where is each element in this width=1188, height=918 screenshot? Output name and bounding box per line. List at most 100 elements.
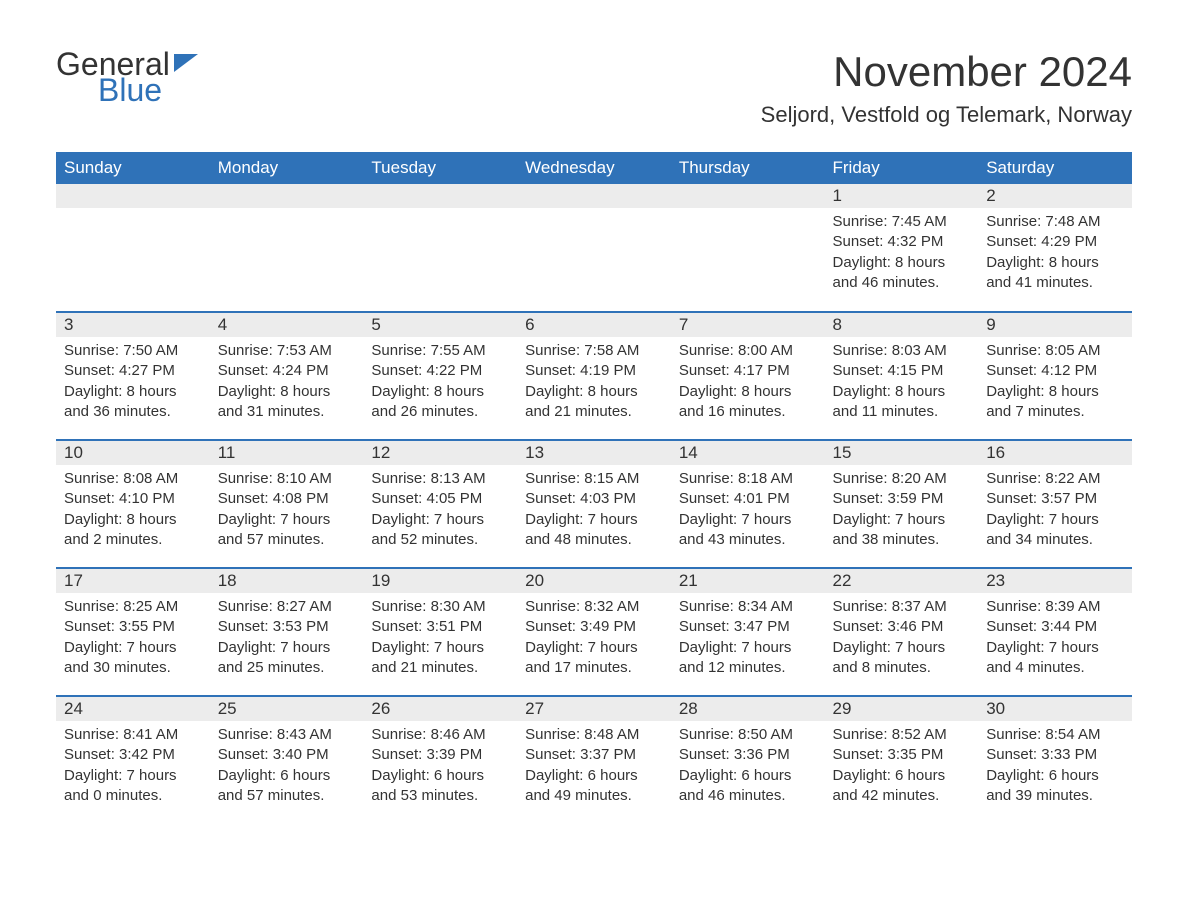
daylight2-line: and 52 minutes. [371, 530, 509, 550]
day-cell: 18Sunrise: 8:27 AMSunset: 3:53 PMDayligh… [210, 568, 364, 696]
day-cell: 2Sunrise: 7:48 AMSunset: 4:29 PMDaylight… [978, 184, 1132, 312]
day-content: Sunrise: 7:58 AMSunset: 4:19 PMDaylight:… [517, 337, 671, 430]
sunset-line: Sunset: 4:19 PM [525, 361, 663, 381]
sunrise-line: Sunrise: 8:03 AM [833, 341, 971, 361]
daylight1-line: Daylight: 6 hours [525, 766, 663, 786]
day-number: 21 [671, 569, 825, 593]
sunrise-line: Sunrise: 8:08 AM [64, 469, 202, 489]
day-number: 4 [210, 313, 364, 337]
daylight2-line: and 41 minutes. [986, 273, 1124, 293]
day-content: Sunrise: 7:55 AMSunset: 4:22 PMDaylight:… [363, 337, 517, 430]
sunset-line: Sunset: 3:47 PM [679, 617, 817, 637]
sunrise-line: Sunrise: 8:25 AM [64, 597, 202, 617]
sunset-line: Sunset: 3:59 PM [833, 489, 971, 509]
daylight1-line: Daylight: 7 hours [679, 510, 817, 530]
day-content: Sunrise: 8:25 AMSunset: 3:55 PMDaylight:… [56, 593, 210, 686]
day-number: 11 [210, 441, 364, 465]
sunrise-line: Sunrise: 7:55 AM [371, 341, 509, 361]
day-number: 26 [363, 697, 517, 721]
day-number: 2 [978, 184, 1132, 208]
day-content: Sunrise: 8:05 AMSunset: 4:12 PMDaylight:… [978, 337, 1132, 430]
day-number: 17 [56, 569, 210, 593]
day-number: 5 [363, 313, 517, 337]
day-content: Sunrise: 8:41 AMSunset: 3:42 PMDaylight:… [56, 721, 210, 814]
day-content: Sunrise: 8:13 AMSunset: 4:05 PMDaylight:… [363, 465, 517, 558]
sunset-line: Sunset: 3:51 PM [371, 617, 509, 637]
daylight1-line: Daylight: 7 hours [218, 510, 356, 530]
day-content: Sunrise: 8:46 AMSunset: 3:39 PMDaylight:… [363, 721, 517, 814]
day-number: 30 [978, 697, 1132, 721]
daylight1-line: Daylight: 6 hours [986, 766, 1124, 786]
day-cell: 23Sunrise: 8:39 AMSunset: 3:44 PMDayligh… [978, 568, 1132, 696]
day-cell: 19Sunrise: 8:30 AMSunset: 3:51 PMDayligh… [363, 568, 517, 696]
logo-word2: Blue [98, 74, 198, 106]
sunrise-line: Sunrise: 8:37 AM [833, 597, 971, 617]
day-cell [210, 184, 364, 312]
daylight1-line: Daylight: 6 hours [371, 766, 509, 786]
day-cell: 5Sunrise: 7:55 AMSunset: 4:22 PMDaylight… [363, 312, 517, 440]
sunrise-line: Sunrise: 7:45 AM [833, 212, 971, 232]
daylight2-line: and 21 minutes. [371, 658, 509, 678]
daylight2-line: and 8 minutes. [833, 658, 971, 678]
month-title: November 2024 [761, 48, 1132, 96]
daylight1-line: Daylight: 8 hours [218, 382, 356, 402]
sunset-line: Sunset: 3:44 PM [986, 617, 1124, 637]
day-content: Sunrise: 8:00 AMSunset: 4:17 PMDaylight:… [671, 337, 825, 430]
day-cell [517, 184, 671, 312]
day-cell: 30Sunrise: 8:54 AMSunset: 3:33 PMDayligh… [978, 696, 1132, 824]
location: Seljord, Vestfold og Telemark, Norway [761, 102, 1132, 128]
day-content: Sunrise: 7:50 AMSunset: 4:27 PMDaylight:… [56, 337, 210, 430]
day-number: 8 [825, 313, 979, 337]
day-number: 23 [978, 569, 1132, 593]
day-cell: 22Sunrise: 8:37 AMSunset: 3:46 PMDayligh… [825, 568, 979, 696]
day-content: Sunrise: 8:18 AMSunset: 4:01 PMDaylight:… [671, 465, 825, 558]
day-header: Sunday [56, 152, 210, 184]
sunset-line: Sunset: 4:08 PM [218, 489, 356, 509]
sunset-line: Sunset: 3:39 PM [371, 745, 509, 765]
calendar-body: 1Sunrise: 7:45 AMSunset: 4:32 PMDaylight… [56, 184, 1132, 824]
day-content: Sunrise: 8:37 AMSunset: 3:46 PMDaylight:… [825, 593, 979, 686]
day-content: Sunrise: 8:43 AMSunset: 3:40 PMDaylight:… [210, 721, 364, 814]
daylight2-line: and 21 minutes. [525, 402, 663, 422]
daylight2-line: and 53 minutes. [371, 786, 509, 806]
daylight2-line: and 34 minutes. [986, 530, 1124, 550]
day-cell: 8Sunrise: 8:03 AMSunset: 4:15 PMDaylight… [825, 312, 979, 440]
day-number-empty [671, 184, 825, 208]
sunset-line: Sunset: 4:17 PM [679, 361, 817, 381]
day-cell: 29Sunrise: 8:52 AMSunset: 3:35 PMDayligh… [825, 696, 979, 824]
day-cell [56, 184, 210, 312]
daylight2-line: and 43 minutes. [679, 530, 817, 550]
daylight1-line: Daylight: 8 hours [986, 253, 1124, 273]
daylight2-line: and 12 minutes. [679, 658, 817, 678]
daylight1-line: Daylight: 8 hours [833, 253, 971, 273]
sunrise-line: Sunrise: 8:32 AM [525, 597, 663, 617]
day-number: 6 [517, 313, 671, 337]
sunset-line: Sunset: 3:37 PM [525, 745, 663, 765]
logo: General Blue [56, 48, 198, 106]
week-row: 24Sunrise: 8:41 AMSunset: 3:42 PMDayligh… [56, 696, 1132, 824]
day-cell: 16Sunrise: 8:22 AMSunset: 3:57 PMDayligh… [978, 440, 1132, 568]
sunrise-line: Sunrise: 7:48 AM [986, 212, 1124, 232]
sunrise-line: Sunrise: 8:39 AM [986, 597, 1124, 617]
day-header: Thursday [671, 152, 825, 184]
sunrise-line: Sunrise: 8:41 AM [64, 725, 202, 745]
week-row: 10Sunrise: 8:08 AMSunset: 4:10 PMDayligh… [56, 440, 1132, 568]
daylight1-line: Daylight: 7 hours [525, 638, 663, 658]
sunrise-line: Sunrise: 8:43 AM [218, 725, 356, 745]
daylight1-line: Daylight: 8 hours [833, 382, 971, 402]
day-header: Saturday [978, 152, 1132, 184]
day-cell: 14Sunrise: 8:18 AMSunset: 4:01 PMDayligh… [671, 440, 825, 568]
sunset-line: Sunset: 3:36 PM [679, 745, 817, 765]
sunrise-line: Sunrise: 8:27 AM [218, 597, 356, 617]
daylight1-line: Daylight: 7 hours [371, 510, 509, 530]
daylight2-line: and 4 minutes. [986, 658, 1124, 678]
day-header: Monday [210, 152, 364, 184]
sunset-line: Sunset: 4:10 PM [64, 489, 202, 509]
sunset-line: Sunset: 3:53 PM [218, 617, 356, 637]
day-content: Sunrise: 8:48 AMSunset: 3:37 PMDaylight:… [517, 721, 671, 814]
daylight2-line: and 0 minutes. [64, 786, 202, 806]
day-content: Sunrise: 8:10 AMSunset: 4:08 PMDaylight:… [210, 465, 364, 558]
day-cell: 24Sunrise: 8:41 AMSunset: 3:42 PMDayligh… [56, 696, 210, 824]
daylight2-line: and 46 minutes. [679, 786, 817, 806]
day-cell: 15Sunrise: 8:20 AMSunset: 3:59 PMDayligh… [825, 440, 979, 568]
